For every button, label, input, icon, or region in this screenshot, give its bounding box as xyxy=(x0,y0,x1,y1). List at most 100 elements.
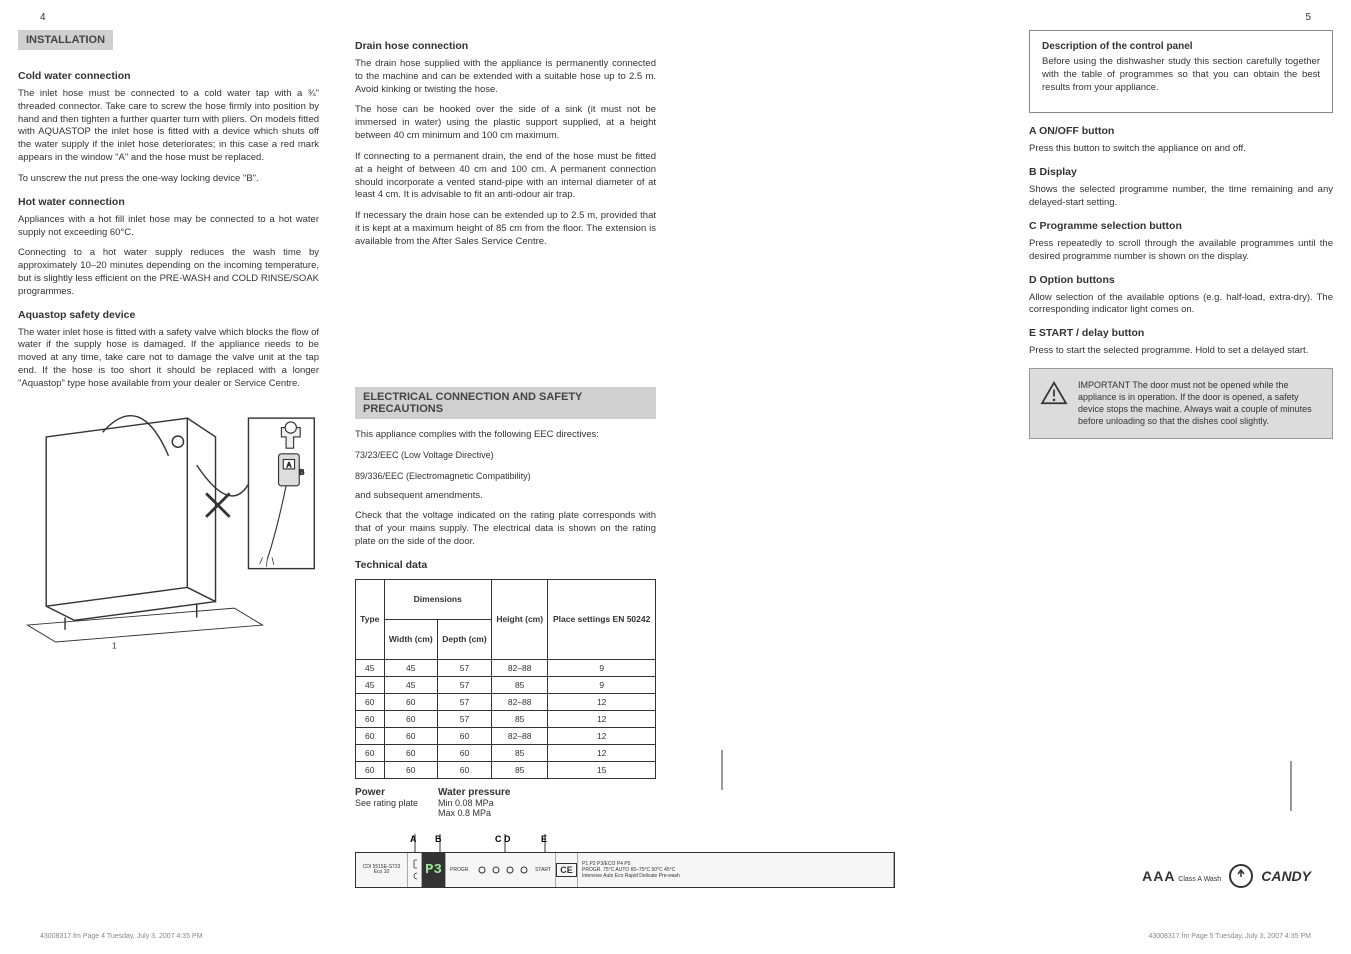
aquastop-para: The water inlet hose is fitted with a sa… xyxy=(18,327,319,391)
elec-p3: Check that the voltage indicated on the … xyxy=(355,510,656,548)
panel-display: P3 xyxy=(422,853,446,887)
ctrl-A-body: Press this button to switch the applianc… xyxy=(1029,143,1333,156)
ctrl-A-head: A ON/OFF button xyxy=(1029,125,1333,137)
rating-block: AAA Class A Wash CANDY xyxy=(1142,864,1311,888)
technical-data-table: Type Dimensions Height (cm) Place settin… xyxy=(355,579,656,779)
ctrl-C-body: Press repeatedly to scroll through the a… xyxy=(1029,238,1333,264)
table-cell: 12 xyxy=(548,727,656,744)
ctrl-E-head: E START / delay button xyxy=(1029,327,1333,339)
pressure-title: Water pressure xyxy=(438,787,510,798)
start-button[interactable]: START xyxy=(535,867,551,873)
print-ref-right: 43008317.fm Page 5 Tuesday, July 3, 2007… xyxy=(1148,933,1311,940)
th-width: Width (cm) xyxy=(384,619,437,659)
ctrl-B-head: B Display xyxy=(1029,166,1333,178)
installation-heading: INSTALLATION xyxy=(18,30,113,50)
th-dimensions: Dimensions xyxy=(384,579,491,619)
panel-desc-title: Description of the control panel xyxy=(1042,41,1320,52)
cold-water-subhead: Cold water connection xyxy=(18,70,319,82)
hot-water-p2: Connecting to a hot water supply reduces… xyxy=(18,247,319,298)
table-cell: 45 xyxy=(384,676,437,693)
aaa-rating: AAA xyxy=(1142,868,1175,884)
ctrl-D-body: Allow selection of the available options… xyxy=(1029,292,1333,318)
th-type: Type xyxy=(356,579,385,659)
svg-text:B: B xyxy=(435,834,442,844)
panel-callout-right xyxy=(1271,761,1311,821)
table-cell: 15 xyxy=(548,761,656,778)
table-cell: 85 xyxy=(492,761,548,778)
column-1: INSTALLATION Cold water connection The i… xyxy=(0,0,337,954)
table-cell: 45 xyxy=(384,659,437,676)
aquastop-subhead: Aquastop safety device xyxy=(18,309,319,321)
ctrl-E-body: Press to start the selected programme. H… xyxy=(1029,345,1333,358)
table-cell: 60 xyxy=(438,744,492,761)
table-cell: 45 xyxy=(356,676,385,693)
table-cell: 60 xyxy=(384,693,437,710)
table-cell: 60 xyxy=(438,761,492,778)
table-cell: 60 xyxy=(356,727,385,744)
electrical-heading: ELECTRICAL CONNECTION AND SAFETY PRECAUT… xyxy=(355,387,656,419)
column-2: Drain hose connection The drain hose sup… xyxy=(337,0,674,954)
table-row: 454557859 xyxy=(356,676,656,693)
table-cell: 57 xyxy=(438,693,492,710)
power-title: Power xyxy=(355,787,418,798)
table-row: 60606082–8812 xyxy=(356,727,656,744)
warning-text: IMPORTANT The door must not be opened wh… xyxy=(1078,380,1312,426)
table-cell: 85 xyxy=(492,710,548,727)
table-cell: 12 xyxy=(548,693,656,710)
svg-text:B: B xyxy=(299,467,304,476)
drain-p3: If connecting to a permanent drain, the … xyxy=(355,151,656,202)
table-row: 6060608515 xyxy=(356,761,656,778)
cold-water-p1: The inlet hose must be connected to a co… xyxy=(18,88,319,165)
column-4: Description of the control panel Before … xyxy=(1011,0,1351,954)
table-cell: 57 xyxy=(438,659,492,676)
drain-p4: If necessary the drain hose can be exten… xyxy=(355,210,656,248)
table-row: 6060578512 xyxy=(356,710,656,727)
table-cell: 60 xyxy=(384,761,437,778)
eec-p2: and subsequent amendments. xyxy=(355,490,656,503)
ctrl-C-head: C Programme selection button xyxy=(1029,220,1333,232)
svg-text:E: E xyxy=(541,834,547,844)
control-panel-strip: A B C D E CDI 5515E-S723 Eco 10 P3 PROGR… xyxy=(355,834,995,894)
table-cell: 9 xyxy=(548,676,656,693)
eec-1: 73/23/EEC (Low Voltage Directive) xyxy=(355,449,656,461)
panel-callout-left xyxy=(692,750,993,813)
pressure-min: Min 0.08 MPa xyxy=(438,798,510,808)
drain-p2: The hose can be hooked over the side of … xyxy=(355,104,656,142)
eec-intro: This appliance complies with the followi… xyxy=(355,429,656,442)
ctrl-D-head: D Option buttons xyxy=(1029,274,1333,286)
table-cell: 60 xyxy=(384,744,437,761)
aaa-sublabel: Class A Wash xyxy=(1178,876,1221,883)
door-warning-box: IMPORTANT The door must not be opened wh… xyxy=(1029,368,1333,439)
table-cell: 57 xyxy=(438,710,492,727)
table-cell: 82–88 xyxy=(492,727,548,744)
svg-text:C D: C D xyxy=(495,834,511,844)
th-settings: Place settings EN 50242 xyxy=(548,579,656,659)
th-depth: Depth (cm) xyxy=(438,619,492,659)
table-row: 45455782–889 xyxy=(356,659,656,676)
table-cell: 60 xyxy=(356,693,385,710)
table-cell: 85 xyxy=(492,676,548,693)
panel-desc-body: Before using the dishwasher study this s… xyxy=(1042,56,1320,94)
fig-label: 1 xyxy=(112,640,117,650)
table-cell: 12 xyxy=(548,744,656,761)
ce-mark: CE xyxy=(556,863,577,877)
print-ref-left: 43008317.fm Page 4 Tuesday, July 3, 2007… xyxy=(40,933,203,940)
brand-logo: CANDY xyxy=(1261,868,1311,884)
option-buttons[interactable] xyxy=(474,865,531,875)
control-panel-description-frame: Description of the control panel Before … xyxy=(1029,30,1333,113)
table-cell: 60 xyxy=(356,761,385,778)
eec-2: 89/336/EEC (Electromagnetic Compatibilit… xyxy=(355,470,656,482)
prog-row2: Intensive Auto Eco Rapid Delicate Pre-wa… xyxy=(582,873,680,879)
table-cell: 12 xyxy=(548,710,656,727)
callout-A-label: A xyxy=(410,834,417,844)
table-cell: 85 xyxy=(492,744,548,761)
energy-circle-icon xyxy=(1229,864,1253,888)
onoff-button-icon[interactable] xyxy=(412,858,417,882)
pressure-max: Max 0.8 MPa xyxy=(438,808,510,818)
drain-p1: The drain hose supplied with the applian… xyxy=(355,58,656,96)
column-3 xyxy=(674,0,1011,954)
progr-button[interactable]: PROGR. xyxy=(450,867,470,873)
table-cell: 82–88 xyxy=(492,693,548,710)
svg-text:A: A xyxy=(287,462,292,469)
panel-place: Eco 10 xyxy=(374,870,390,876)
